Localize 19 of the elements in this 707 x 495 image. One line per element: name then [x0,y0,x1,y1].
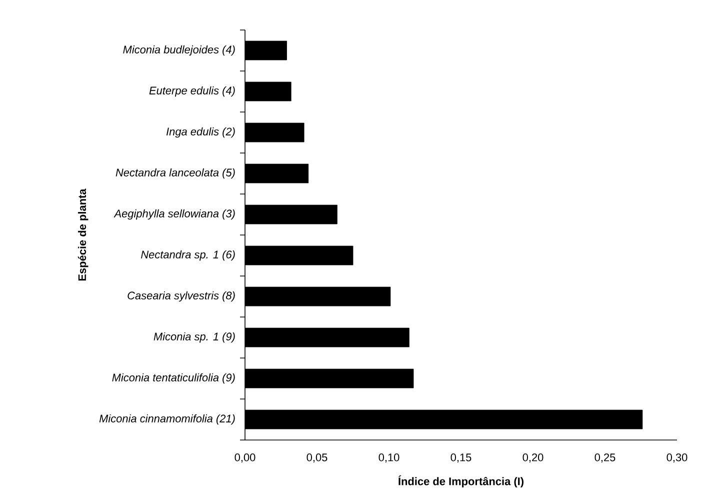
y-tick-label: Miconia budlejoides (4) [123,45,235,56]
x-tick-label: 0,30 [666,454,688,463]
x-tick-label: 0,20 [522,454,544,463]
y-tick-label: Miconia tentaticulifolia (9) [112,373,235,384]
y-tick-label: Miconia sp. 1 (9) [154,332,235,343]
x-tick-label: 0,10 [378,454,400,463]
x-tick-label: 0,25 [594,454,616,463]
x-axis-title: Índice de Importância (I) [398,475,524,488]
y-tick-label: Casearia sylvestris (8) [128,291,235,302]
x-tick-label: 0,05 [306,454,328,463]
y-axis-title: Espécie de planta [78,188,88,281]
y-tick-label: Inga edulis (2) [166,127,235,138]
y-tick-label: Nectandra sp. 1 (6) [141,250,235,261]
y-tick-label: Euterpe edulis (4) [149,86,235,97]
y-tick-label: Aegiphylla sellowiana (3) [114,209,235,220]
x-tick-label: 0,15 [450,454,472,463]
y-tick-label: Miconia cinnamomifolia (21) [99,414,235,425]
x-tick-label: 0,00 [234,454,256,463]
y-tick-label: Nectandra lanceolata (5) [116,168,235,179]
